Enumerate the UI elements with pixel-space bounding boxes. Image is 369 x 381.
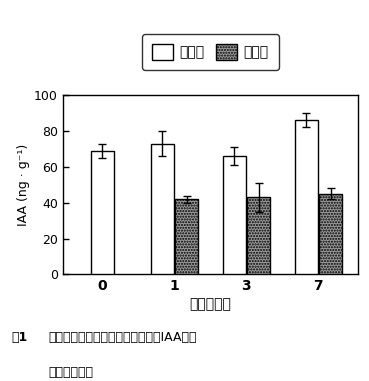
Legend: 直立枝, 誘引枝: 直立枝, 誘引枝 [142,34,279,70]
Bar [223,156,246,274]
Bar [175,199,198,274]
X-axis label: 誘引後日数: 誘引後日数 [189,297,231,311]
Y-axis label: IAA (ng · g⁻¹): IAA (ng · g⁻¹) [17,144,30,226]
Bar [294,120,318,274]
Bar [91,151,114,274]
Text: に及ぼす影響: に及ぼす影響 [48,366,93,379]
Bar [247,197,270,274]
Text: 新梢の誘引処理が新梢中の拡散性IAA含量: 新梢の誘引処理が新梢中の拡散性IAA含量 [48,331,196,344]
Text: 図1: 図1 [11,331,27,344]
Bar [319,194,342,274]
Bar [151,144,173,274]
